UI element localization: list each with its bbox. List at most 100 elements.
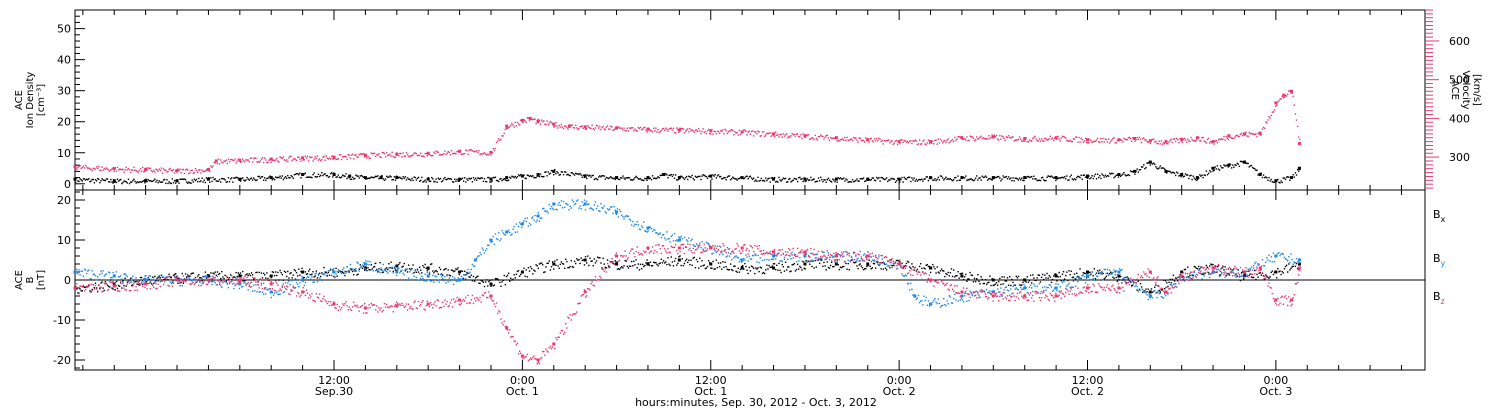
velocity-series-fill xyxy=(94,168,97,170)
density-series-fill xyxy=(778,176,780,179)
bx-series-fill xyxy=(365,266,367,268)
by-series-fill xyxy=(1049,284,1052,286)
velocity-series-fill xyxy=(133,166,135,169)
bx-series-fill xyxy=(537,267,540,270)
bx-series-fill xyxy=(529,266,532,268)
by-series-fill xyxy=(699,242,701,244)
velocity-series-fill xyxy=(226,162,229,165)
density-series-fill xyxy=(99,181,101,184)
by-series-fill xyxy=(392,272,394,274)
bx-series-fill xyxy=(122,280,124,282)
velocity-series-fill xyxy=(284,160,287,162)
density-series-fill xyxy=(351,176,354,179)
velocity-series-fill xyxy=(1161,143,1164,145)
density-series-fill xyxy=(738,177,741,180)
velocity-series-fill xyxy=(847,139,849,142)
by-series-fill xyxy=(714,250,716,252)
bx-series-fill xyxy=(768,264,770,267)
velocity-series-fill xyxy=(760,135,763,137)
bx-series-fill xyxy=(487,285,489,287)
bx-series-fill xyxy=(724,261,726,264)
velocity-series-fill xyxy=(1218,138,1221,140)
velocity-series-fill xyxy=(338,154,341,156)
bx-series-fill xyxy=(759,266,761,268)
velocity-series-fill xyxy=(629,127,632,130)
density-series-fill xyxy=(1218,169,1221,171)
density-series-fill xyxy=(502,178,504,181)
velocity-series-fill xyxy=(837,139,839,142)
by-series-fill xyxy=(327,270,330,272)
bx-series-fill xyxy=(1179,274,1181,276)
by-series-fill xyxy=(900,265,902,268)
bx-series-fill xyxy=(1207,271,1210,274)
by-series-fill xyxy=(1110,273,1112,275)
bx-series-fill xyxy=(1124,276,1126,279)
by-series-fill xyxy=(83,268,86,270)
velocity-series-fill xyxy=(1204,141,1207,143)
bx-series-fill xyxy=(498,279,500,281)
velocity-series-fill xyxy=(754,131,756,133)
bx-series-fill xyxy=(723,266,725,269)
bz-series-fill xyxy=(139,283,142,285)
density-series-fill xyxy=(194,179,197,182)
by-series-fill xyxy=(291,279,293,282)
by-series-fill xyxy=(101,272,103,275)
velocity-series-fill xyxy=(247,159,249,161)
velocity-series-fill xyxy=(1007,135,1010,137)
velocity-series-fill xyxy=(370,152,372,154)
velocity-series-fill xyxy=(1102,137,1104,140)
by-series-fill xyxy=(743,257,745,260)
density-series-fill xyxy=(569,174,571,177)
bx-series-fill xyxy=(669,264,671,267)
density-series-fill xyxy=(990,178,992,181)
bx-series-fill xyxy=(406,271,409,273)
velocity-series-fill xyxy=(510,124,512,126)
by-series-fill xyxy=(190,279,192,282)
by-series-fill xyxy=(739,258,742,261)
by-series-fill xyxy=(632,220,634,223)
density-series-fill xyxy=(143,180,145,182)
velocity-series-fill xyxy=(902,141,904,144)
by-series-fill xyxy=(977,293,979,295)
velocity-series-fill xyxy=(824,136,826,139)
by-series-fill xyxy=(1210,273,1212,276)
velocity-series-fill xyxy=(361,153,364,155)
velocity-series-fill xyxy=(611,126,613,128)
by-series-fill xyxy=(1100,272,1102,274)
by-series-fill xyxy=(788,254,790,257)
density-series-fill xyxy=(825,181,827,183)
by-series-fill xyxy=(928,305,931,307)
velocity-series-fill xyxy=(672,127,675,130)
by-series-fill xyxy=(1020,286,1022,289)
density-series-fill xyxy=(704,175,707,177)
bx-series-fill xyxy=(1088,271,1090,274)
by-series-fill xyxy=(1278,251,1280,254)
velocity-series-fill xyxy=(601,126,603,129)
bz-series-point xyxy=(175,278,179,282)
bx-series-fill xyxy=(1085,277,1088,279)
density-series-fill xyxy=(798,177,800,179)
bx-series-fill xyxy=(155,280,157,282)
by-series-fill xyxy=(783,258,786,260)
velocity-series-fill xyxy=(204,170,207,172)
by-series-fill xyxy=(129,281,132,283)
velocity-series-fill xyxy=(550,121,553,124)
density-series-fill xyxy=(582,174,585,177)
velocity-series-fill xyxy=(1025,137,1027,139)
velocity-series-fill xyxy=(584,128,587,131)
by-series-fill xyxy=(1014,288,1016,290)
velocity-series-fill xyxy=(1159,143,1161,145)
density-series-fill xyxy=(550,169,553,172)
bx-series-fill xyxy=(509,280,511,282)
bx-series-fill xyxy=(547,262,549,264)
density-series-fill xyxy=(272,177,275,180)
bx-series-fill xyxy=(712,260,714,263)
velocity-series-fill xyxy=(202,170,204,173)
bx-series-fill xyxy=(395,269,398,272)
bx-series-fill xyxy=(218,272,221,275)
velocity-series-fill xyxy=(906,140,909,143)
velocity-series-fill xyxy=(1072,138,1075,140)
by-series-fill xyxy=(605,212,608,214)
bx-series-fill xyxy=(1258,272,1260,274)
velocity-series-fill xyxy=(1017,138,1020,141)
